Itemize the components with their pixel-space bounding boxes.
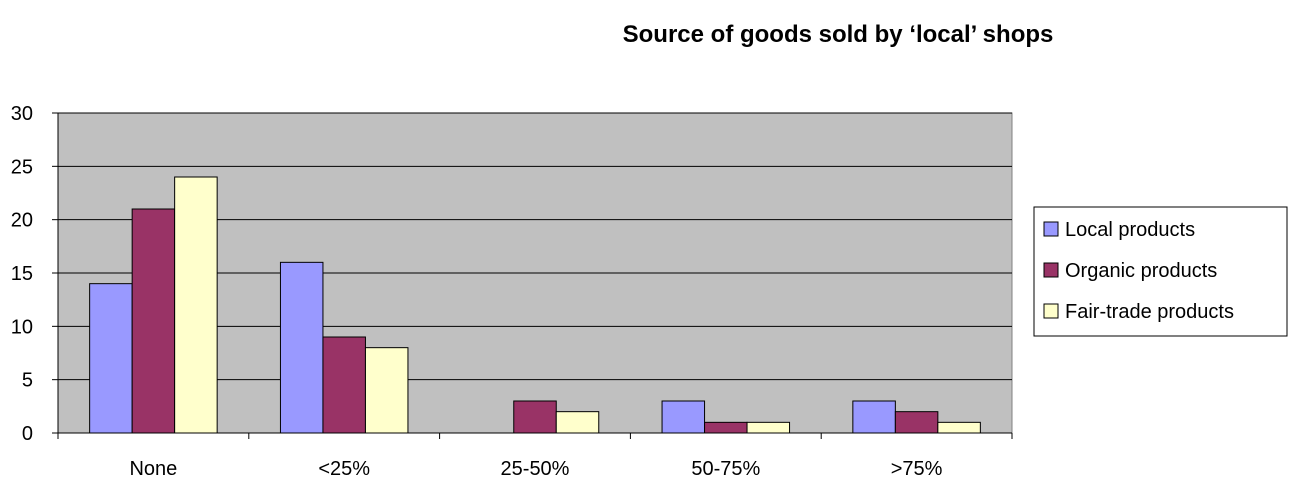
legend-swatch-fair-trade-products bbox=[1043, 303, 1059, 319]
bar-local-products-4 bbox=[852, 400, 896, 434]
x-tick-label-3: 50-75% bbox=[691, 458, 760, 480]
bar-organic-products-0 bbox=[131, 208, 176, 434]
y-tick-label-10: 10 bbox=[11, 316, 33, 338]
chart-title: Source of goods sold by ‘local’ shops bbox=[623, 21, 1054, 48]
x-tick-label-0: None bbox=[129, 458, 177, 480]
legend-label-organic-products: Organic products bbox=[1065, 260, 1217, 282]
y-tick-label-25: 25 bbox=[11, 156, 33, 178]
bar-organic-products-1 bbox=[322, 336, 366, 434]
legend-swatch-organic-products bbox=[1043, 262, 1059, 278]
legend-label-fair-trade-products: Fair-trade products bbox=[1065, 301, 1234, 323]
y-tick-label-5: 5 bbox=[22, 370, 33, 392]
legend-box bbox=[1033, 206, 1288, 337]
bar-organic-products-3 bbox=[704, 421, 748, 434]
legend-label-local-products: Local products bbox=[1065, 219, 1195, 241]
legend-swatch-local-products bbox=[1043, 221, 1059, 237]
plot-area: 0 5 10 15 20 25 30 None <25% 25-50% 50-75% >75% bbox=[11, 103, 1013, 480]
y-tick-label-0: 0 bbox=[22, 423, 33, 445]
x-tick-label-1: <25% bbox=[318, 458, 370, 480]
x-tick-label-4: >75% bbox=[891, 458, 943, 480]
bar-organic-products-2 bbox=[513, 400, 557, 434]
bar-local-products-0 bbox=[89, 283, 133, 434]
bar-fair-trade-products-1 bbox=[364, 347, 409, 434]
bar-local-products-1 bbox=[279, 261, 324, 434]
bar-local-products-3 bbox=[661, 400, 706, 434]
x-tick-label-2: 25-50% bbox=[501, 458, 570, 480]
bar-fair-trade-products-3 bbox=[746, 421, 791, 434]
y-tick-label-20: 20 bbox=[11, 210, 33, 232]
y-tick-label-30: 30 bbox=[11, 103, 33, 125]
bar-fair-trade-products-4 bbox=[937, 421, 981, 434]
legend: Local products Organic products Fair-trade… bbox=[1033, 206, 1288, 337]
y-tick-label-15: 15 bbox=[11, 263, 33, 285]
bar-fair-trade-products-2 bbox=[555, 411, 600, 434]
bar-fair-trade-products-0 bbox=[174, 176, 218, 434]
bar-organic-products-4 bbox=[894, 411, 939, 434]
